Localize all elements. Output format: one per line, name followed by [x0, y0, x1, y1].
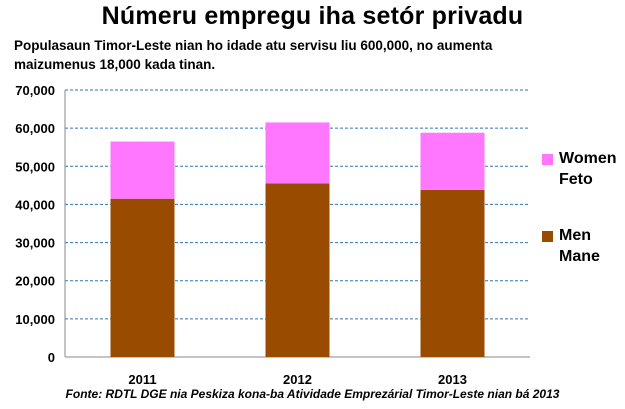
- y-tick-label: 60,000: [15, 121, 55, 136]
- y-tick-label: 40,000: [15, 197, 55, 212]
- y-tick-label: 30,000: [15, 236, 55, 251]
- y-tick-label: 70,000: [15, 83, 55, 98]
- bar-women-2011: [110, 141, 175, 199]
- legend-label-women: Women Feto: [559, 150, 617, 188]
- bar-men-2012: [265, 183, 330, 357]
- x-tick-label: 2012: [283, 372, 312, 387]
- chart-source: Fonte: RDTL DGE nia Peskiza kona-ba Ativ…: [65, 387, 560, 401]
- y-tick-label: 10,000: [15, 312, 55, 327]
- subtitle-line-1: Populasaun Timor-Leste nian ho idade atu…: [14, 38, 493, 53]
- y-tick-label: 0: [48, 350, 55, 365]
- y-tick-label: 20,000: [15, 274, 55, 289]
- subtitle-line-2: maizumenus 18,000 kada tinan.: [14, 57, 216, 72]
- x-tick-label: 2013: [438, 372, 467, 387]
- legend-label-men: Men Mane: [559, 227, 600, 265]
- bar-women-2013: [420, 132, 485, 190]
- x-tick-label: 2011: [128, 372, 156, 387]
- bar-men-2013: [420, 189, 485, 357]
- legend-swatch-women: [542, 154, 553, 165]
- bar-women-2012: [265, 122, 330, 184]
- y-tick-label: 50,000: [15, 159, 55, 174]
- bar-men-2011: [110, 198, 175, 357]
- chart-subtitle: Populasaun Timor-Leste nian ho idade atu…: [14, 36, 614, 74]
- chart-title: Númeru empregu iha setór privadu: [101, 2, 524, 30]
- legend-swatch-men: [542, 231, 553, 242]
